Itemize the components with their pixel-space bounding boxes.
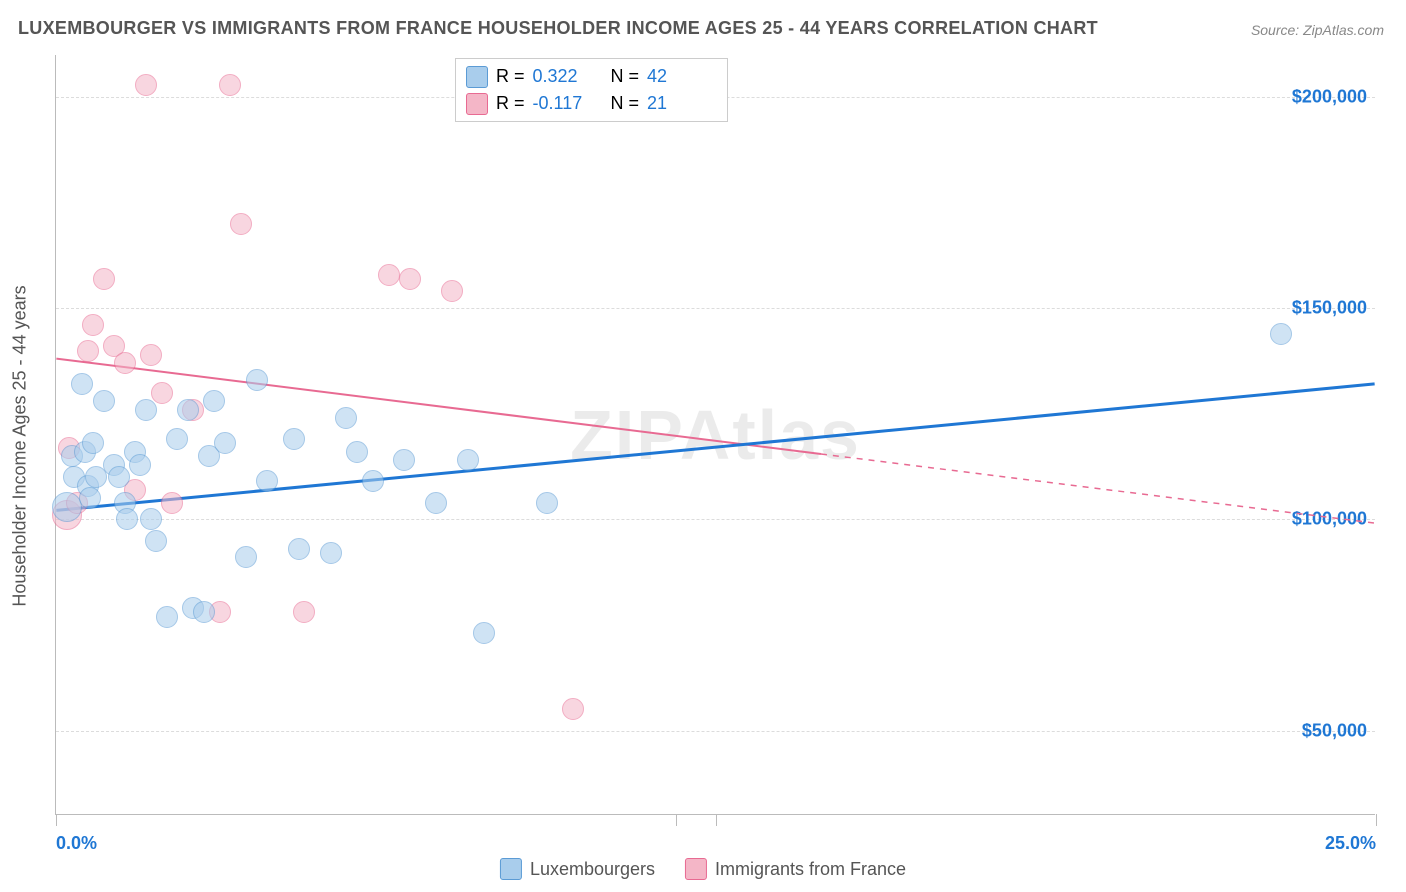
trendline-extrapolated xyxy=(821,454,1375,523)
n-label: N = xyxy=(611,63,640,90)
r-label: R = xyxy=(496,90,525,117)
data-point-lux xyxy=(71,373,93,395)
swatch-france xyxy=(685,858,707,880)
data-point-france xyxy=(140,344,162,366)
data-point-france xyxy=(135,74,157,96)
data-point-france xyxy=(562,698,584,720)
y-axis-label: Householder Income Ages 25 - 44 years xyxy=(10,285,31,606)
data-point-lux xyxy=(346,441,368,463)
data-point-lux xyxy=(93,390,115,412)
swatch-luxembourgers xyxy=(466,66,488,88)
data-point-lux xyxy=(52,492,82,522)
n-value-france: 21 xyxy=(647,90,717,117)
data-point-lux xyxy=(129,454,151,476)
x-tick-label: 0.0% xyxy=(56,833,97,854)
data-point-lux xyxy=(473,622,495,644)
data-point-lux xyxy=(288,538,310,560)
trendline xyxy=(56,384,1374,510)
x-tick xyxy=(56,814,57,826)
legend-item-lux: Luxembourgers xyxy=(500,858,655,880)
data-point-france xyxy=(293,601,315,623)
data-point-lux xyxy=(335,407,357,429)
data-point-lux xyxy=(135,399,157,421)
series-legend: Luxembourgers Immigrants from France xyxy=(500,858,906,880)
data-point-lux xyxy=(82,432,104,454)
legend-label-france: Immigrants from France xyxy=(715,859,906,880)
data-point-lux xyxy=(108,466,130,488)
stats-row-lux: R = 0.322 N = 42 xyxy=(466,63,717,90)
r-value-lux: 0.322 xyxy=(533,63,603,90)
source-attribution: Source: ZipAtlas.com xyxy=(1251,22,1384,38)
data-point-lux xyxy=(256,470,278,492)
data-point-lux xyxy=(283,428,305,450)
swatch-france xyxy=(466,93,488,115)
data-point-lux xyxy=(246,369,268,391)
legend-label-lux: Luxembourgers xyxy=(530,859,655,880)
stats-row-france: R = -0.117 N = 21 xyxy=(466,90,717,117)
data-point-lux xyxy=(457,449,479,471)
x-tick xyxy=(716,814,717,826)
data-point-lux xyxy=(235,546,257,568)
data-point-france xyxy=(151,382,173,404)
data-point-lux xyxy=(79,487,101,509)
chart-title: LUXEMBOURGER VS IMMIGRANTS FROM FRANCE H… xyxy=(18,18,1098,39)
x-tick-label: 25.0% xyxy=(1325,833,1376,854)
data-point-lux xyxy=(166,428,188,450)
n-label: N = xyxy=(611,90,640,117)
swatch-luxembourgers xyxy=(500,858,522,880)
n-value-lux: 42 xyxy=(647,63,717,90)
data-point-france xyxy=(230,213,252,235)
data-point-lux xyxy=(177,399,199,421)
data-point-france xyxy=(114,352,136,374)
data-point-france xyxy=(441,280,463,302)
data-point-france xyxy=(161,492,183,514)
data-point-lux xyxy=(116,508,138,530)
data-point-lux xyxy=(203,390,225,412)
data-point-lux xyxy=(145,530,167,552)
data-point-lux xyxy=(156,606,178,628)
data-point-lux xyxy=(1270,323,1292,345)
legend-item-france: Immigrants from France xyxy=(685,858,906,880)
data-point-france xyxy=(219,74,241,96)
correlation-stats-legend: R = 0.322 N = 42 R = -0.117 N = 21 xyxy=(455,58,728,122)
data-point-lux xyxy=(140,508,162,530)
x-tick xyxy=(1376,814,1377,826)
data-point-lux xyxy=(214,432,236,454)
trend-lines-layer xyxy=(56,55,1375,814)
data-point-france xyxy=(93,268,115,290)
data-point-lux xyxy=(425,492,447,514)
data-point-lux xyxy=(193,601,215,623)
data-point-lux xyxy=(320,542,342,564)
r-value-france: -0.117 xyxy=(533,90,603,117)
data-point-france xyxy=(82,314,104,336)
x-tick xyxy=(676,814,677,826)
data-point-france xyxy=(399,268,421,290)
r-label: R = xyxy=(496,63,525,90)
chart-plot-area: ZIPAtlas $50,000$100,000$150,000$200,000… xyxy=(55,55,1375,815)
data-point-france xyxy=(378,264,400,286)
data-point-lux xyxy=(393,449,415,471)
data-point-lux xyxy=(536,492,558,514)
data-point-france xyxy=(77,340,99,362)
data-point-lux xyxy=(362,470,384,492)
